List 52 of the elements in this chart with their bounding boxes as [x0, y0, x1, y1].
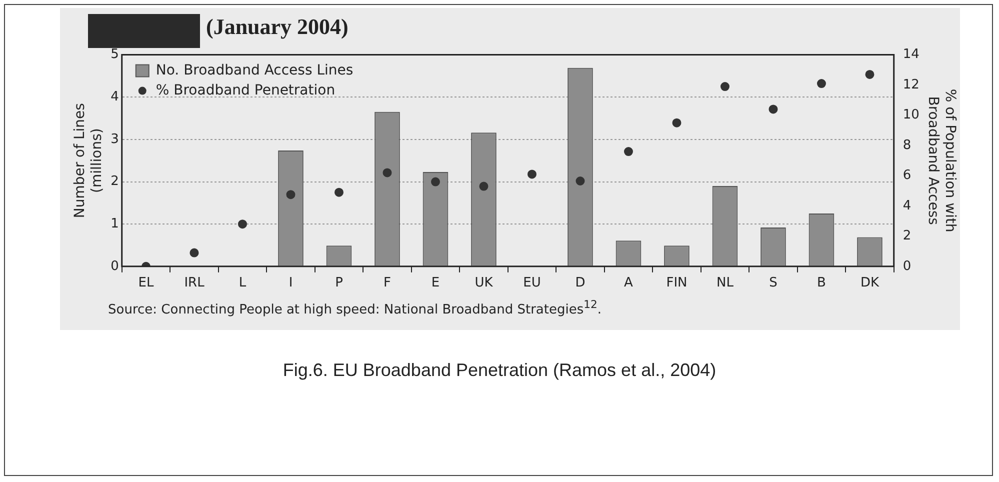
x-tick-label: FIN — [666, 276, 688, 291]
legend-label: % Broadband Penetration — [156, 82, 336, 98]
x-tick-label: S — [769, 276, 778, 291]
x-tick-label: EU — [523, 276, 541, 291]
y2-tick-label: 6 — [902, 168, 912, 184]
point — [624, 147, 633, 156]
y2-tick-label: 14 — [902, 47, 920, 62]
point — [865, 70, 874, 79]
y-tick-label: 5 — [110, 47, 119, 62]
y2-tick-label: 10 — [902, 108, 920, 123]
y2-tick-label: 2 — [902, 228, 912, 244]
y-tick-label: 2 — [110, 174, 119, 190]
y2-tick-label: 0 — [902, 258, 912, 274]
point — [768, 104, 778, 114]
x-tick-label: DK — [860, 276, 880, 291]
x-tick-label: E — [431, 276, 440, 291]
y-tick-label: 0 — [110, 258, 119, 274]
point — [816, 79, 826, 88]
point — [576, 176, 585, 186]
y2-axis-title: % of Population with Broadband Access — [925, 88, 958, 232]
x-tick-label: B — [817, 276, 826, 291]
point — [238, 220, 247, 229]
y-tick-label: 3 — [110, 132, 119, 147]
point — [382, 168, 392, 178]
x-tick-label: P — [335, 276, 344, 291]
legend-label: No. Broadband Access Lines — [156, 62, 354, 78]
y-axis-title: Number of Lines (millions) — [72, 103, 105, 218]
x-tick-label: NL — [716, 276, 734, 291]
point — [334, 188, 344, 197]
x-tick-label: A — [624, 276, 634, 291]
chart-title: (January 2004) — [206, 14, 348, 40]
point — [430, 177, 440, 186]
x-tick-label: D — [575, 276, 586, 291]
x-tick-label: UK — [474, 276, 494, 291]
y2-tick-label: 8 — [902, 138, 912, 153]
point — [527, 170, 536, 179]
point — [286, 190, 296, 200]
y2-tick-label: 12 — [902, 77, 920, 92]
point — [479, 182, 488, 191]
caption: Fig.6. EU Broadband Penetration (Ramos et al., 2004) — [282, 360, 718, 381]
x-tick-label: EL — [138, 276, 154, 291]
x-tick-label: L — [238, 276, 247, 291]
x-tick-label: F — [384, 276, 391, 291]
point — [720, 82, 730, 92]
source-note: Source: Connecting People at high speed: National Broadband Strategies$^{12}$. — [108, 298, 602, 318]
y-tick-label: 4 — [110, 89, 119, 104]
point — [190, 248, 199, 258]
point — [672, 118, 682, 128]
x-tick-label: I — [288, 276, 293, 291]
x-tick-label: IRL — [184, 276, 206, 291]
y-tick-label: 1 — [110, 216, 119, 232]
y2-tick-label: 4 — [902, 198, 912, 214]
